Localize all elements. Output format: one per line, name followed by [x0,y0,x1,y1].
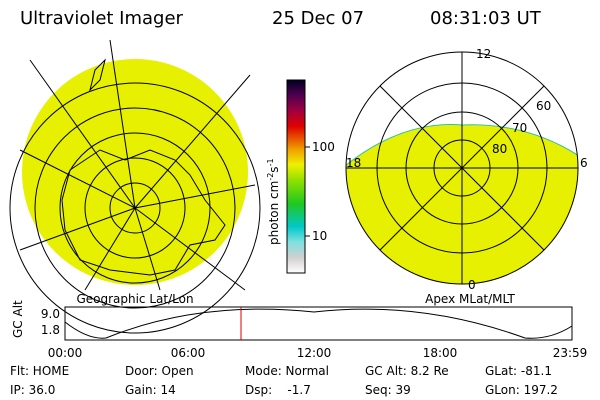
lat-circle [84,157,186,259]
mlat-label: 60 [536,99,551,113]
polar-grid [345,51,579,285]
lon-line [134,207,246,291]
title: Ultraviolet Imager [20,8,184,29]
lon-line [84,207,136,291]
mlt-label: 6 [580,156,588,170]
lon-line [29,59,136,209]
lat-circle [59,132,211,284]
panel-label: Apex MLat/MLT [425,292,515,306]
lat-circle [34,107,236,309]
plot-frame [64,306,573,341]
y-tick-label: 9.0 [41,307,60,321]
x-tick-label: 18:00 [423,346,458,360]
x-tick-label: 23:59 [553,346,588,360]
time: 08:31:03 UT [430,8,542,29]
mlt-label: 18 [346,156,361,170]
status-field: GC Alt: 8.2 Re [365,364,449,378]
status-field: Seq: 39 [365,383,411,397]
x-tick-label: 06:00 [171,346,206,360]
emission [22,59,248,285]
mlt-label: 12 [476,47,491,61]
geo-grid [9,39,261,334]
status-field: GLat: -81.1 [485,364,552,378]
y-tick-label: 1.8 [41,323,60,337]
x-tick-label: 12:00 [297,346,332,360]
colorbar-tick-label: 10 [312,229,327,243]
y-axis-label: GC Alt [11,300,25,338]
status-field: Door: Open [125,364,194,378]
status-field: IP: 36.0 [10,383,55,397]
antarctica [61,149,226,276]
panel-label: Geographic Lat/Lon [76,292,193,306]
status: Flt: HOME Door: Open Mode: Normal GC Alt: 8… [10,364,558,397]
date: 25 Dec 07 [272,8,364,29]
colorbar-tick-label: 100 [312,140,335,154]
coastline [89,58,106,92]
lon-line [134,207,161,291]
altitude-curve [64,308,573,339]
mlat-label: 70 [512,121,527,135]
unit-exp: -1 [266,158,275,166]
status-field: Dsp: -1.7 [245,383,311,397]
mlt-label: 0 [468,278,476,292]
lon-line [19,207,136,251]
colorbar [286,79,306,274]
lat-circle [9,82,261,334]
lat-circle [109,182,161,234]
status-field: GLon: 197.2 [485,383,558,397]
unit-text: photon cm [267,181,281,245]
unit-exp: -2 [266,173,275,181]
unit-text: s [267,166,281,172]
status-field: Mode: Normal [245,364,329,378]
lon-line [109,39,136,209]
x-tick-label: 00:00 [48,346,83,360]
geographic-image [22,59,248,285]
mlt-line [379,85,545,251]
status-field: Flt: HOME [10,364,69,378]
lon-line [134,74,251,209]
mlat-label: 80 [492,142,507,156]
lon-line [19,149,136,209]
colorbar-unit: photon cm-2s-1 [266,158,281,245]
status-field: Gain: 14 [125,383,176,397]
lon-line [134,184,256,209]
